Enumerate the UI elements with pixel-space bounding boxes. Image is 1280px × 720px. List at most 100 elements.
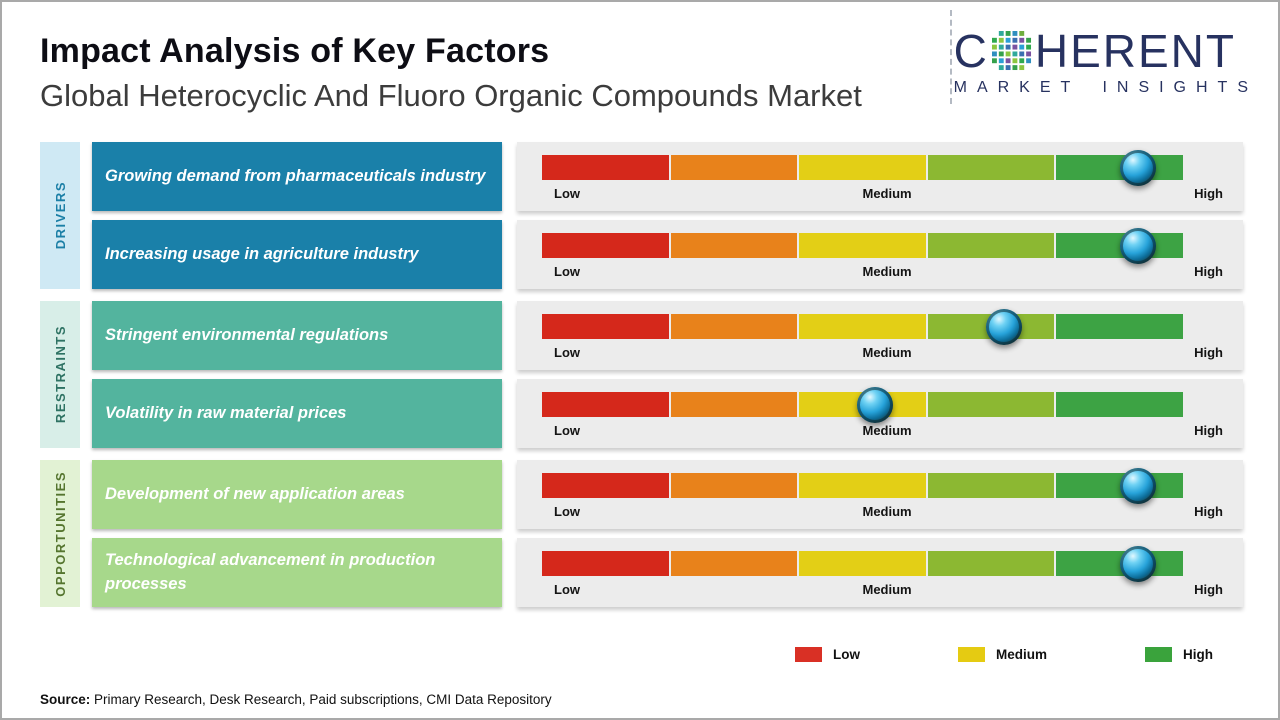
bar-segment-yellowgreen [927, 233, 1055, 258]
legend-swatch-medium [957, 647, 985, 662]
legend-label-low: Low [832, 647, 860, 662]
globe-icon [991, 31, 1031, 71]
bar-segment-red [542, 473, 669, 498]
scale-low-label: Low [554, 582, 580, 597]
bar-segment-yellowgreen [927, 155, 1055, 180]
factor-text: Development of new application areas [105, 484, 405, 503]
bar-track [542, 467, 1183, 504]
legend-label-medium: Medium [995, 647, 1047, 662]
source-text: Primary Research, Desk Research, Paid su… [90, 692, 552, 707]
impact-bar-pharma: Low Medium High [517, 142, 1243, 211]
scale-medium-label: Medium [862, 504, 912, 519]
bar-segment-yellow [799, 473, 926, 498]
impact-bar-new-applications: Low Medium High [517, 460, 1243, 529]
impact-marker [857, 386, 894, 423]
factor-card-tech-advancement: Technological advancement in production … [92, 538, 502, 607]
impact-bar-raw-material: Low Medium High [517, 379, 1243, 448]
impact-bar-regulations: Low Medium High [517, 301, 1243, 370]
group-opportunities: OPPORTUNITIES Development of new applica… [40, 460, 1243, 607]
scale-high-label: High [1194, 504, 1223, 519]
scale-medium-label: Medium [862, 582, 912, 597]
group-label-drivers: DRIVERS [40, 142, 80, 289]
factor-row: Increasing usage in agriculture industry [92, 220, 1243, 289]
logo-letters-rest: HERENT [1034, 25, 1236, 77]
factor-card-regulations: Stringent environmental regulations [92, 301, 502, 370]
group-restraints: RESTRAINTS Stringent environmental regul… [40, 301, 1243, 448]
group-label-restraints: RESTRAINTS [40, 301, 80, 448]
scale-medium-label: Medium [862, 186, 912, 201]
header: Impact Analysis of Key Factors Global He… [2, 2, 1278, 114]
factor-card-raw-material: Volatility in raw material prices [92, 379, 502, 448]
bar-segment-red [542, 155, 669, 180]
group-drivers: DRIVERS Growing demand from pharmaceutic… [40, 142, 1243, 289]
coherent-logo: C HERENT MARKET INSIGHTS [954, 28, 1258, 97]
bar-segment-yellow [799, 314, 926, 339]
scale-medium-label: Medium [862, 423, 912, 438]
scale-high-label: High [1194, 345, 1223, 360]
bar-segment-green [1056, 233, 1183, 258]
legend-swatch-low [794, 647, 822, 662]
impact-marker [1120, 467, 1157, 504]
bar-segment-yellow [799, 155, 926, 180]
bar-segment-orange [670, 473, 798, 498]
bar-scale-labels: Low Medium High [542, 582, 1223, 597]
bar-segment-green [1056, 473, 1183, 498]
legend-item-low: Low [794, 647, 860, 662]
factor-row: Growing demand from pharmaceuticals indu… [92, 142, 1243, 211]
bar-scale-labels: Low Medium High [542, 345, 1223, 360]
legend-swatch-high [1145, 647, 1172, 662]
bar-segment-orange [670, 314, 798, 339]
bar-segment-orange [670, 551, 798, 576]
factor-row: Volatility in raw material prices L [92, 379, 1243, 448]
scale-low-label: Low [554, 345, 580, 360]
bar-track [542, 227, 1183, 264]
factor-card-pharma: Growing demand from pharmaceuticals indu… [92, 142, 502, 211]
impact-marker [1120, 545, 1157, 582]
group-label-text: OPPORTUNITIES [52, 470, 68, 597]
legend: Low Medium High [2, 647, 1213, 662]
factor-row: Stringent environmental regulations [92, 301, 1243, 370]
bar-segment-yellow [799, 551, 926, 576]
factor-text: Technological advancement in production … [105, 551, 436, 593]
scale-medium-label: Medium [862, 264, 912, 279]
bar-scale-labels: Low Medium High [542, 504, 1223, 519]
group-label-opportunities: OPPORTUNITIES [40, 460, 80, 607]
factor-text: Stringent environmental regulations [105, 325, 389, 344]
bar-segment-orange [670, 233, 798, 258]
scale-high-label: High [1194, 264, 1223, 279]
factor-row: Technological advancement in production … [92, 538, 1243, 607]
bar-segment-yellowgreen [927, 392, 1055, 417]
bar-scale-labels: Low Medium High [542, 186, 1223, 201]
bar-segment-yellow [799, 233, 926, 258]
impact-bar-tech-advancement: Low Medium High [517, 538, 1243, 607]
scale-medium-label: Medium [862, 345, 912, 360]
scale-high-label: High [1194, 423, 1223, 438]
impact-bar-agriculture: Low Medium High [517, 220, 1243, 289]
scale-low-label: Low [554, 264, 580, 279]
page-subtitle: Global Heterocyclic And Fluoro Organic C… [40, 78, 862, 113]
bar-scale-labels: Low Medium High [542, 264, 1223, 279]
group-label-text: DRIVERS [52, 181, 68, 250]
scale-low-label: Low [554, 504, 580, 519]
bar-segment-red [542, 392, 669, 417]
bar-track [542, 545, 1183, 582]
factor-text: Volatility in raw material prices [105, 403, 347, 422]
logo-letter-c: C [953, 25, 989, 77]
legend-item-medium: Medium [957, 647, 1047, 662]
factor-text: Growing demand from pharmaceuticals indu… [105, 166, 486, 185]
bar-segment-red [542, 551, 669, 576]
logo-wordmark: C HERENT [954, 28, 1258, 74]
scale-high-label: High [1194, 582, 1223, 597]
impact-marker [985, 308, 1022, 345]
scale-low-label: Low [554, 186, 580, 201]
header-divider [950, 10, 952, 104]
scale-low-label: Low [554, 423, 580, 438]
bar-segment-green [1056, 551, 1183, 576]
bar-segment-green [1056, 392, 1183, 417]
bar-segment-green [1056, 314, 1183, 339]
impact-marker [1120, 227, 1157, 264]
logo-tagline: MARKET INSIGHTS [953, 79, 1258, 96]
bar-segment-orange [670, 155, 798, 180]
source-label: Source: [40, 692, 91, 707]
